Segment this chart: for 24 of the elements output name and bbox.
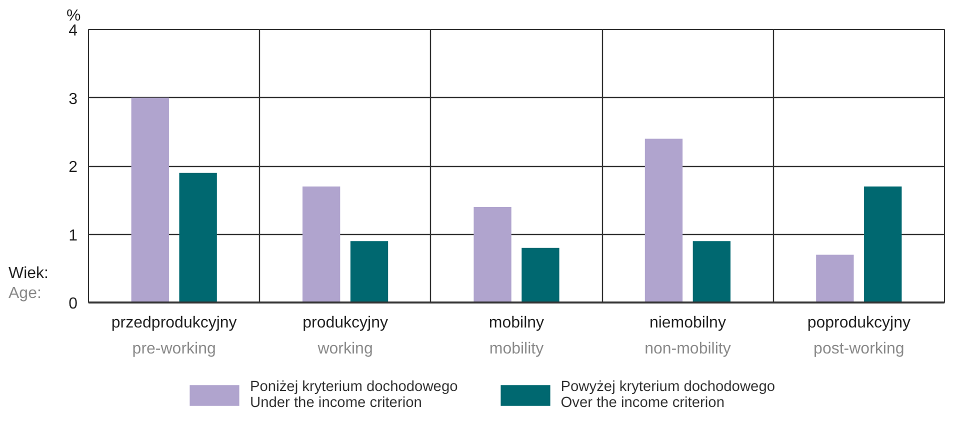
y-tick-label: 4	[68, 22, 78, 40]
bar	[522, 248, 560, 302]
category-label: mobilny mobility	[488, 314, 544, 358]
y-tick-label: 0	[68, 296, 78, 312]
category-label: przedprodukcyjny pre-working	[111, 314, 237, 358]
y-tick-label: 1	[68, 227, 78, 244]
bar	[474, 206, 512, 302]
bar	[864, 186, 902, 302]
bar	[350, 241, 388, 302]
bar	[131, 98, 169, 302]
y-tick-label: 2	[68, 159, 78, 176]
category-label: produkcyjny working	[302, 314, 388, 358]
bar	[816, 254, 854, 302]
bar	[179, 172, 217, 302]
legend-label: Poniżej kryterium dochodowego Under the income criterion	[250, 379, 458, 411]
category-label: niemobilny non-mobility	[644, 314, 731, 358]
y-tick-label: 3	[68, 90, 78, 108]
legend-label: Powyżej kryterium dochodowego Over the income criterion	[560, 379, 775, 411]
category-label: poprodukcyjny post-working	[807, 314, 910, 358]
x-axis-title: Wiek: Age:	[8, 265, 48, 302]
bar	[644, 138, 683, 302]
bar	[302, 186, 340, 302]
y-axis-title: %	[66, 8, 81, 24]
bar	[692, 241, 730, 302]
